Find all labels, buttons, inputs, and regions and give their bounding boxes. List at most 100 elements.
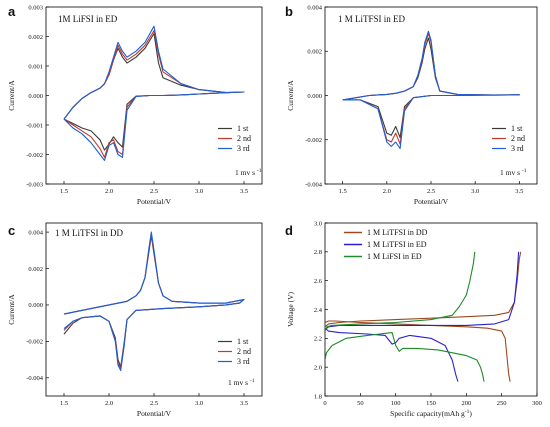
x-tick-label: 2.5 (427, 188, 435, 195)
x-tick-label: 3.5 (515, 188, 523, 195)
y-axis-label: Current/A (7, 294, 16, 325)
y-tick-label: 0.002 (28, 266, 43, 273)
panel-letter: d (285, 223, 293, 238)
scan-rate-note: 1 mv s -1 (235, 168, 262, 177)
series-line-2 (325, 327, 459, 382)
y-tick-label: 1.8 (314, 393, 322, 400)
legend-label: 3 rd (237, 357, 250, 366)
x-tick-label: 1.5 (339, 188, 347, 195)
y-tick-label: 0.002 (307, 49, 322, 56)
y-tick-label: 0.000 (307, 93, 322, 100)
legend-label: 1 M LiTFSI in DD (367, 228, 428, 237)
x-axis-label: Potential/V (414, 197, 449, 206)
panel-title: 1 M LiTFSI in DD (55, 228, 124, 238)
x-axis-label: Potential/V (137, 197, 172, 206)
y-tick-label: -0.002 (305, 137, 322, 144)
x-tick-label: 3.0 (471, 188, 479, 195)
legend-label: 3 rd (511, 144, 524, 153)
legend-label: 2 nd (511, 134, 525, 143)
legend-label: 1 st (237, 337, 249, 346)
y-tick-label: 2.0 (314, 364, 322, 371)
x-tick-label: 2.0 (383, 188, 391, 195)
scan-rate-note: 1 mv s -1 (500, 168, 527, 177)
legend-label: 2 nd (237, 347, 251, 356)
legend-label: 1 st (237, 124, 249, 133)
x-tick-label: 3.0 (195, 188, 203, 195)
x-axis-label: Specific capacity(mAh g-1) (390, 409, 472, 418)
panel-letter: c (8, 223, 15, 238)
y-tick-label: -0.002 (26, 152, 43, 159)
x-axis-label-tail: ) (469, 409, 472, 418)
y-tick-label: -0.004 (305, 181, 323, 188)
y-axis-label: Current/A (286, 80, 295, 111)
x-tick-label: 1.5 (60, 400, 68, 407)
x-tick-label: 50 (357, 400, 364, 407)
series-line-2 (63, 30, 245, 158)
y-tick-label: -0.004 (26, 375, 44, 382)
series-line-1 (342, 37, 520, 139)
y-axis-label: Voltage (V) (286, 291, 295, 327)
series-line-3 (63, 25, 245, 161)
scan-rate-text: 1 mv s (500, 168, 522, 177)
series-group (63, 25, 245, 161)
y-tick-label: 2.6 (314, 278, 323, 285)
y-tick-label: -0.001 (26, 122, 43, 129)
panel-c: c 1.5 2.0 2.5 3.0 3.5 -0.004 -0.002 0.000 0.002 0.… (7, 222, 263, 418)
x-tick-label: 2.5 (150, 188, 158, 195)
x-tick-label: 2.0 (105, 400, 113, 407)
panel-letter: b (285, 4, 293, 19)
x-tick-label: 250 (497, 400, 507, 407)
series-group (325, 251, 522, 382)
series-line-3 (342, 30, 520, 150)
series-line-3 (325, 251, 476, 332)
x-axis-label: Potential/V (137, 409, 172, 418)
y-tick-label: -0.002 (26, 339, 43, 346)
plot-frame (324, 222, 538, 397)
y-tick-label: 2.2 (314, 336, 322, 343)
panel-title: 1 M LiTFSI in ED (338, 14, 406, 24)
series-line-1 (325, 320, 511, 382)
y-tick-label: 2.4 (314, 307, 323, 314)
legend-label: 2 nd (237, 134, 251, 143)
panel-title: 1M LiFSI in ED (58, 14, 118, 24)
y-tick-label: 0.004 (307, 4, 322, 11)
scan-rate-text: 1 mv s (235, 168, 257, 177)
legend-label: 3 rd (237, 144, 250, 153)
scan-rate-exponent: -1 (250, 378, 255, 384)
x-tick-label: 150 (426, 400, 436, 407)
y-tick-label: 0.004 (28, 229, 43, 236)
legend-label: 1 M LiFSI in ED (367, 252, 422, 261)
x-tick-label: 3.0 (195, 400, 203, 407)
y-tick-label: 0.001 (28, 63, 43, 70)
series-group (63, 231, 245, 372)
y-tick-label: 0.003 (28, 4, 43, 11)
panel-a: a 1.5 2.0 2.5 3.0 3.5 -0.003 -0.002 -0.001 0.000 0… (7, 4, 263, 206)
legend-label: 1 st (511, 124, 523, 133)
panel-b: b 1.5 2.0 2.5 3.0 3.5 -0.004 -0.002 0.000 0.002 0.… (285, 4, 538, 206)
series-group (342, 30, 520, 150)
y-tick-label: 0.002 (28, 34, 43, 41)
scan-rate-exponent: -1 (257, 168, 262, 174)
x-tick-label: 2.0 (105, 188, 113, 195)
scan-rate-text: 1 mv s (228, 378, 250, 387)
panel-letter: a (8, 4, 16, 19)
y-tick-label: 3.0 (314, 220, 322, 227)
series-line-3 (325, 332, 485, 382)
legend-label: 1 M LiTFSI in ED (367, 240, 427, 249)
y-axis-label: Current/A (7, 80, 16, 111)
x-tick-label: 300 (532, 400, 542, 407)
x-tick-label: 3.5 (240, 400, 248, 407)
scan-rate-exponent: -1 (522, 168, 527, 174)
series-line-1 (325, 251, 522, 328)
y-tick-label: -0.003 (26, 181, 43, 188)
x-axis-label-exponent: -1 (465, 409, 470, 415)
x-tick-label: 2.5 (150, 400, 158, 407)
x-tick-label: 200 (461, 400, 471, 407)
y-tick-label: 0.000 (28, 302, 43, 309)
y-tick-label: 2.8 (314, 249, 322, 256)
y-tick-label: 0.000 (28, 93, 43, 100)
x-tick-label: 0 (323, 400, 326, 407)
panel-d: d 0 50 100 150 200 250 300 1.8 2.0 2.2 2.4 2.6 2.8 3.0… (285, 220, 542, 418)
x-tick-label: 1.5 (60, 188, 68, 195)
